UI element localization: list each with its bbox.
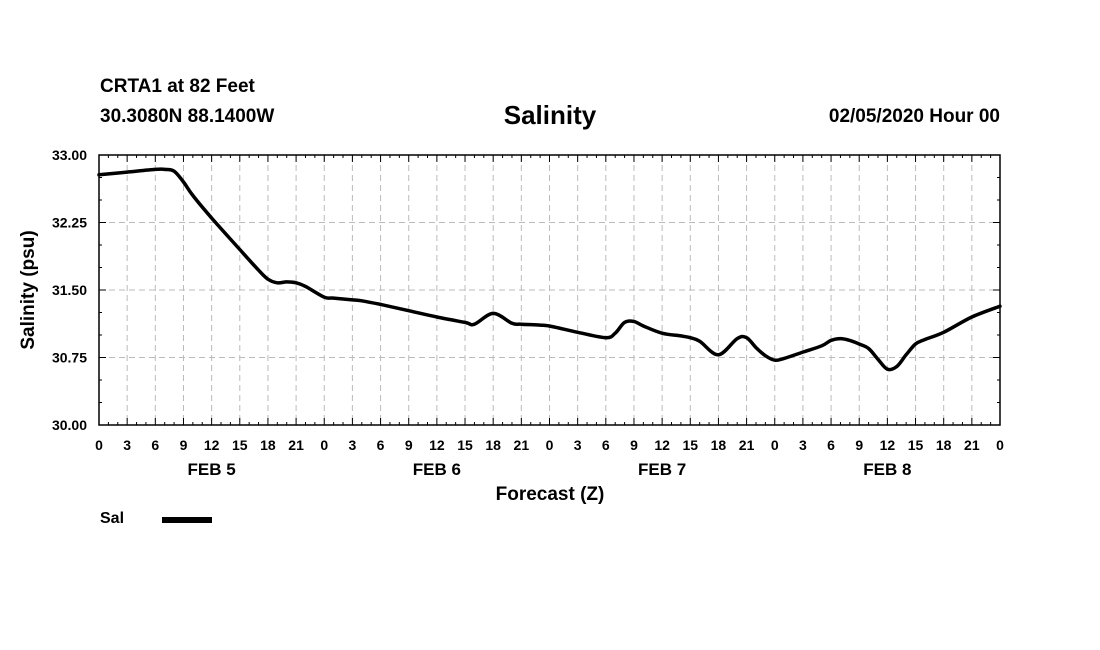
x-tick-label: 12	[429, 437, 445, 453]
x-tick-label: 3	[349, 437, 357, 453]
legend-line-swatch	[162, 517, 212, 523]
x-axis-label: Forecast (Z)	[496, 484, 605, 505]
x-tick-label: 0	[771, 437, 779, 453]
chart-title: Salinity	[503, 100, 597, 130]
run-time: 02/05/2020 Hour 00	[828, 106, 1000, 127]
tick-labels: 0 3 6 9 12 15 18 21 0 3 6 9 12 15 18 21 0 3 6 9 12 15 18 21 0 3 6 9…	[52, 147, 1004, 479]
y-tick-label: 31.50	[52, 282, 87, 298]
day-label: FEB 6	[413, 460, 461, 479]
x-tick-label: 15	[457, 437, 473, 453]
x-tick-label: 15	[682, 437, 698, 453]
x-tick-label: 3	[574, 437, 582, 453]
x-tick-label: 6	[827, 437, 835, 453]
x-tick-label: 6	[602, 437, 610, 453]
x-tick-label: 12	[880, 437, 896, 453]
x-tick-label: 15	[232, 437, 248, 453]
x-tick-label: 21	[288, 437, 304, 453]
x-tick-label: 18	[711, 437, 727, 453]
day-label: FEB 7	[638, 460, 686, 479]
x-tick-label: 6	[151, 437, 159, 453]
x-tick-label: 9	[855, 437, 863, 453]
x-tick-label: 21	[514, 437, 530, 453]
x-tick-label: 21	[964, 437, 980, 453]
x-tick-label: 12	[204, 437, 220, 453]
x-tick-label: 18	[936, 437, 952, 453]
x-tick-label: 6	[377, 437, 385, 453]
y-tick-label: 32.25	[52, 215, 87, 231]
salinity-series-line	[97, 167, 1002, 372]
legend-label: Sal	[100, 510, 125, 527]
grid-lines	[99, 155, 1000, 425]
day-label: FEB 5	[188, 460, 236, 479]
x-tick-label: 15	[908, 437, 924, 453]
plot-frame	[98, 154, 1001, 426]
x-tick-label: 3	[799, 437, 807, 453]
x-tick-label: 0	[546, 437, 554, 453]
station-coordinates: 30.3080N 88.1400W	[100, 106, 275, 127]
y-tick-label: 33.00	[52, 147, 87, 163]
x-tick-label: 18	[260, 437, 276, 453]
x-tick-label: 12	[654, 437, 670, 453]
x-tick-label: 21	[739, 437, 755, 453]
x-tick-label: 9	[630, 437, 638, 453]
x-tick-label: 0	[320, 437, 328, 453]
x-tick-label: 0	[95, 437, 103, 453]
x-tick-label: 18	[485, 437, 501, 453]
x-tick-label: 9	[180, 437, 188, 453]
station-name: CRTA1 at 82 Feet	[100, 76, 255, 97]
x-tick-label: 9	[405, 437, 413, 453]
x-tick-label: 0	[996, 437, 1004, 453]
y-tick-label: 30.75	[52, 350, 87, 366]
y-axis-label: Salinity (psu)	[18, 230, 39, 349]
x-tick-label: 3	[123, 437, 131, 453]
day-label: FEB 8	[863, 460, 911, 479]
y-tick-label: 30.00	[52, 417, 87, 433]
